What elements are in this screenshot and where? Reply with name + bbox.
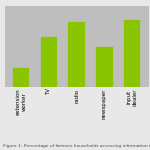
Bar	[68, 22, 85, 87]
Text: Figure 1: Percentage of farmers households accessing information through selecte: Figure 1: Percentage of farmers househol…	[3, 144, 150, 148]
Bar	[124, 20, 140, 87]
Bar	[96, 46, 112, 87]
Bar	[13, 68, 29, 87]
Bar	[40, 37, 57, 87]
